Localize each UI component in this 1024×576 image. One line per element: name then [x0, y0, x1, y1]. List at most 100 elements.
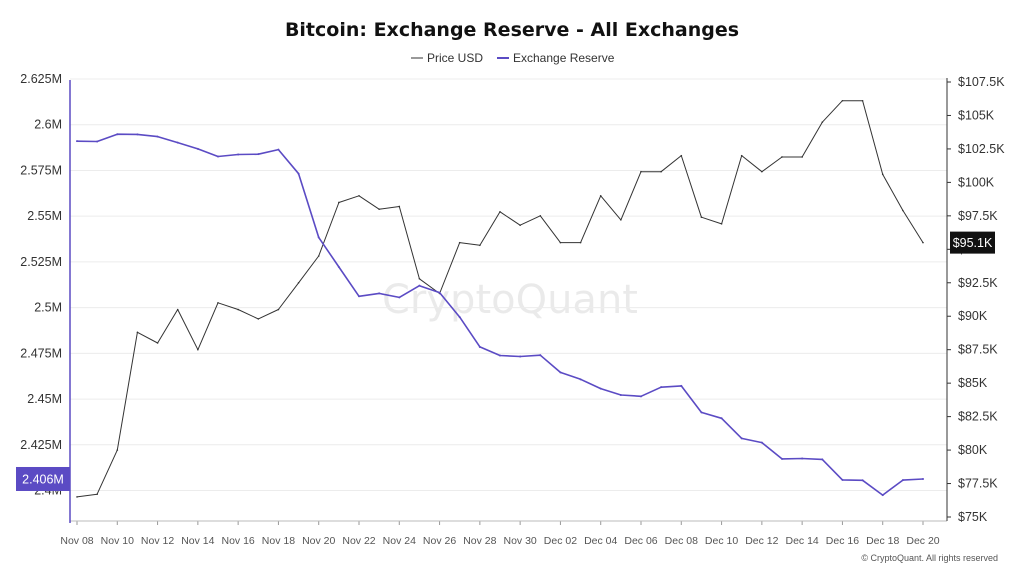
- reserve-point: [277, 148, 280, 151]
- price-point: [801, 156, 803, 158]
- x-tick-label: Dec 08: [665, 535, 698, 547]
- y-right-tick-label: $82.5K: [958, 410, 998, 424]
- reserve-point: [559, 371, 562, 374]
- reserve-point: [781, 457, 783, 460]
- reserve-point: [841, 478, 844, 481]
- y-left-tick-label: 2.5M: [34, 301, 62, 315]
- reserve-point: [499, 354, 501, 357]
- reserve-point: [257, 153, 260, 156]
- price-last-value-label: $95.1K: [953, 236, 993, 250]
- reserve-point: [378, 292, 381, 295]
- x-tick-label: Nov 20: [302, 535, 335, 547]
- price-point: [922, 241, 924, 244]
- y-right-tick-label: $92.5K: [958, 276, 998, 290]
- price-point: [680, 154, 683, 157]
- copyright-text: © CryptoQuant. All rights reserved: [861, 553, 998, 563]
- x-tick-label: Dec 20: [906, 535, 939, 547]
- price-point: [620, 219, 622, 221]
- price-point: [277, 308, 280, 311]
- y-left-tick-label: 2.45M: [27, 392, 62, 406]
- price-point: [761, 170, 763, 173]
- reserve-point: [680, 384, 683, 387]
- reserve-last-value-badge: [16, 466, 70, 491]
- reserve-point: [398, 296, 401, 299]
- reserve-point: [519, 355, 522, 358]
- price-point: [579, 241, 582, 244]
- price-point: [96, 493, 98, 496]
- price-point: [317, 255, 320, 257]
- x-tick-label: Dec 18: [866, 535, 899, 547]
- price-point: [479, 244, 481, 247]
- reserve-point: [438, 291, 441, 294]
- x-tick-label: Dec 14: [786, 535, 819, 547]
- price-last-value-badge: [950, 231, 995, 254]
- reserve-point: [458, 316, 461, 319]
- y-right-tick-label: $75K: [958, 510, 988, 524]
- y-right-tick-label: $80K: [958, 443, 988, 457]
- price-point: [217, 302, 219, 304]
- reserve-point: [619, 394, 622, 397]
- reserve-point: [922, 477, 924, 480]
- price-point: [116, 449, 119, 451]
- y-left-tick-label: 2.525M: [20, 255, 62, 269]
- price-point: [76, 496, 78, 498]
- x-tick-label: Nov 22: [342, 535, 375, 547]
- reserve-point: [418, 284, 421, 287]
- reserve-point: [337, 266, 340, 269]
- price-point: [599, 194, 602, 197]
- price-point: [297, 281, 300, 284]
- reserve-point: [599, 387, 602, 390]
- price-point: [499, 211, 501, 213]
- reserve-point: [539, 354, 542, 357]
- legend-label-reserve[interactable]: Exchange Reserve: [513, 51, 615, 65]
- x-tick-label: Dec 06: [624, 535, 657, 547]
- y-right-tick-label: $90K: [958, 309, 988, 323]
- x-tick-label: Nov 14: [181, 535, 214, 547]
- reserve-point: [801, 457, 804, 460]
- reserve-point: [881, 494, 884, 497]
- price-point: [861, 99, 864, 102]
- price-point: [740, 154, 743, 157]
- price-point: [418, 277, 421, 280]
- price-point: [136, 331, 139, 334]
- x-tick-label: Nov 30: [504, 535, 537, 547]
- price-point: [519, 224, 521, 227]
- price-point: [821, 121, 824, 123]
- reserve-point: [740, 437, 743, 440]
- legend: Price USD Exchange Reserve: [411, 51, 615, 65]
- price-point: [660, 170, 662, 173]
- y-right-tick-label: $77.5K: [958, 477, 998, 491]
- x-tick-label: Dec 04: [584, 535, 617, 547]
- reserve-point: [317, 236, 320, 239]
- reserve-point: [237, 153, 240, 156]
- reserve-point: [640, 395, 642, 398]
- series: [76, 99, 924, 498]
- price-point: [156, 342, 159, 344]
- y-right-tick-label: $85K: [958, 376, 988, 390]
- price-point: [358, 194, 360, 197]
- y-right-tick-label: $105K: [958, 108, 995, 122]
- x-tick-label: Dec 16: [826, 535, 859, 547]
- price-point: [781, 156, 783, 158]
- y-left-tick-label: 2.625M: [20, 72, 62, 86]
- reserve-point: [297, 172, 300, 175]
- x-tick-label: Dec 10: [705, 535, 738, 547]
- legend-label-price[interactable]: Price USD: [427, 51, 483, 65]
- price-point: [902, 209, 904, 212]
- chart-title: Bitcoin: Exchange Reserve - All Exchange…: [285, 19, 739, 41]
- y-left-tick-label: 2.6M: [34, 118, 62, 132]
- y-right-tick-label: $100K: [958, 175, 995, 189]
- x-tick-label: Nov 26: [423, 535, 456, 547]
- reserve-point: [76, 140, 78, 143]
- y-left-tick-label: 2.55M: [27, 209, 62, 223]
- reserve-point: [760, 441, 763, 444]
- price-point: [378, 208, 380, 210]
- y-right-tick-label: $107.5K: [958, 75, 1005, 89]
- reserve-point: [720, 417, 723, 420]
- price-point: [197, 348, 199, 351]
- reserve-point: [136, 133, 139, 136]
- x-tick-label: Dec 12: [745, 535, 778, 547]
- reserve-point: [358, 295, 360, 298]
- reserve-last-value-label: 2.406M: [22, 472, 64, 486]
